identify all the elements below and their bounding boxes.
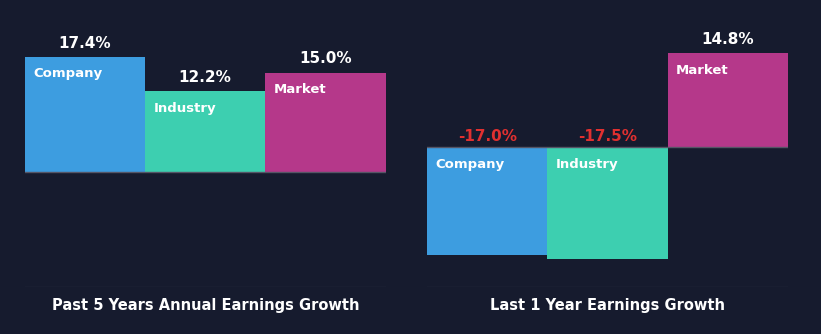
- Text: Industry: Industry: [556, 158, 618, 171]
- Text: -17.5%: -17.5%: [578, 129, 637, 144]
- Text: 12.2%: 12.2%: [179, 70, 232, 85]
- Bar: [145, 92, 265, 172]
- Bar: [265, 73, 386, 172]
- Text: Market: Market: [274, 83, 327, 96]
- Bar: [427, 147, 548, 256]
- Bar: [25, 57, 145, 172]
- Bar: [667, 53, 788, 147]
- Text: Company: Company: [435, 158, 504, 171]
- Text: 14.8%: 14.8%: [702, 32, 754, 47]
- Bar: [548, 147, 667, 259]
- Text: Company: Company: [33, 67, 102, 80]
- X-axis label: Past 5 Years Annual Earnings Growth: Past 5 Years Annual Earnings Growth: [52, 298, 359, 313]
- Text: 17.4%: 17.4%: [58, 35, 111, 50]
- Text: Market: Market: [677, 64, 729, 77]
- X-axis label: Last 1 Year Earnings Growth: Last 1 Year Earnings Growth: [490, 298, 725, 313]
- Text: -17.0%: -17.0%: [457, 129, 516, 144]
- Text: Industry: Industry: [154, 102, 216, 115]
- Text: 15.0%: 15.0%: [300, 51, 352, 66]
